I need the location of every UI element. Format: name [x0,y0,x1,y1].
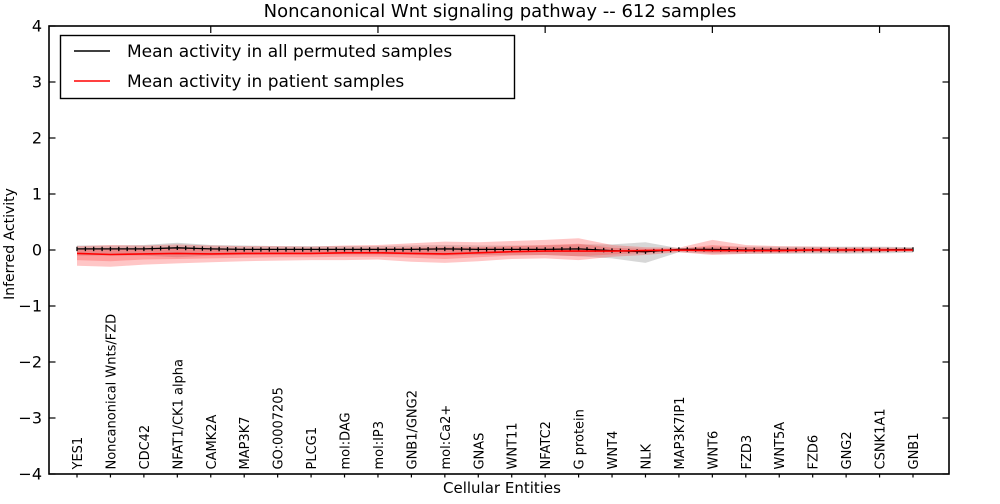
x-tick-label: G protein [573,409,588,469]
x-tick-label: GNB1 [907,433,922,470]
x-tick-label: NFATC2 [539,421,554,469]
x-tick-label: CAMK2A [205,415,220,470]
legend-label-permuted: Mean activity in all permuted samples [127,42,452,62]
y-tick-label: 4 [32,17,42,36]
x-tick-label: FZD3 [740,435,755,470]
x-tick-label: WNT5A [773,422,788,470]
y-tick-label: 3 [32,73,42,92]
legend: Mean activity in all permuted samples Me… [59,34,516,100]
axis-ticks-and-labels: 4 3 2 1 0 −1 −2 −3 −4 YES1 Noncanonical Wnts/FZD CD… [18,17,949,484]
x-tick-label: MAP3K7IP1 [673,397,688,470]
y-axis-label: Inferred Activity [2,188,18,300]
x-tick-label: WNT4 [606,431,621,470]
series-lines [76,245,914,256]
x-tick-label: Noncanonical Wnts/FZD [104,314,119,470]
x-tick-label: WNT6 [706,431,721,470]
x-tick-label: YES1 [71,437,86,471]
x-tick-label: WNT11 [506,422,521,469]
plot-frame [48,25,950,475]
chart-title: Noncanonical Wnt signaling pathway -- 61… [264,1,737,22]
series-line-patient [76,249,913,256]
x-tick-label: mol:IP3 [372,421,387,470]
y-tick-label: −3 [18,409,42,428]
y-tick-label: 2 [32,129,42,148]
y-tick-label: −1 [18,297,42,316]
legend-label-patient: Mean activity in patient samples [127,72,404,92]
y-tick-label: −4 [18,465,42,484]
x-tick-label: FZD6 [807,435,822,470]
x-tick-label: GNG2 [840,431,855,469]
x-tick-label: CDC42 [138,425,153,470]
x-axis-label: Cellular Entities [443,479,561,497]
y-tick-label: −2 [18,353,42,372]
x-tick-label: mol:Ca2+ [439,405,454,470]
x-tick-label: GNAS [472,433,487,470]
x-tick-label: NLK [639,444,654,470]
x-tick-label: NFAT1/CK1 alpha [171,359,186,470]
legend-box [59,34,516,100]
x-tick-label: MAP3K7 [238,416,253,469]
x-tick-label: GNB1/GNG2 [405,390,420,470]
x-tick-label: GO:0007205 [272,387,287,469]
x-tick-label: CSNK1A1 [874,408,889,469]
x-tick-label: PLCG1 [305,427,320,470]
x-tick-label: mol:DAG [339,412,354,469]
y-tick-label: 0 [32,241,42,260]
y-tick-label: 1 [32,185,42,204]
